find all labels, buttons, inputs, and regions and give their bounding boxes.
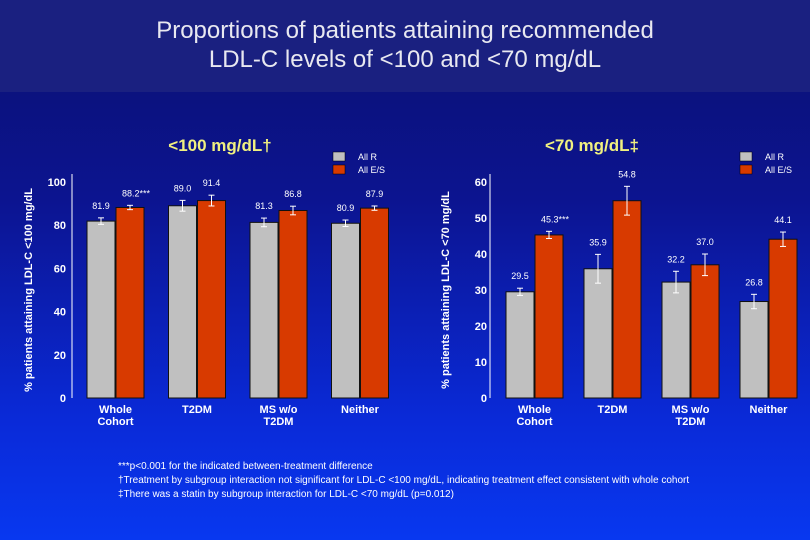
legend-swatch xyxy=(332,151,346,162)
y-tick-label: 60 xyxy=(54,263,66,275)
data-label: 86.8 xyxy=(284,189,302,199)
bar xyxy=(690,264,720,399)
bar xyxy=(115,206,145,399)
legend-swatch xyxy=(739,151,753,162)
category-label: Neither xyxy=(750,404,789,416)
bar xyxy=(86,220,116,399)
y-tick-label: 30 xyxy=(475,285,487,297)
data-label: 91.4 xyxy=(203,178,221,188)
legend-label: All E/S xyxy=(765,165,792,175)
title-line-2: LDL-C levels of <100 and <70 mg/dL xyxy=(208,46,602,73)
data-label: 32.2 xyxy=(667,254,685,264)
data-label: 81.3 xyxy=(255,201,273,211)
data-label: 81.9 xyxy=(92,201,110,211)
title-line-1: Proportions of patients attaining recomm… xyxy=(156,17,654,44)
legend-swatch xyxy=(739,164,753,175)
slide-title: Proportions of patients attaining recomm… xyxy=(0,16,810,74)
footnote-1: ***p<0.001 for the indicated between-tre… xyxy=(118,461,373,472)
bar xyxy=(278,210,308,399)
data-label: 26.8 xyxy=(745,277,763,287)
y-tick-label: 0 xyxy=(481,393,487,405)
chart-title: <100 mg/dL† xyxy=(168,136,271,155)
y-tick-label: 10 xyxy=(475,357,487,369)
legend-swatch xyxy=(332,164,346,175)
category-label: Cohort xyxy=(97,416,133,428)
footnote-2: †Treatment by subgroup interaction not s… xyxy=(118,475,690,486)
bar xyxy=(661,281,691,399)
data-label: 35.9 xyxy=(589,237,607,247)
data-label: 88.2*** xyxy=(122,188,151,198)
footnote-3: ‡There was a statin by subgroup interact… xyxy=(118,489,454,500)
chart-2: <70 mg/dL‡ % patients attaining LDL-C <70… xyxy=(440,136,798,428)
data-label: 54.8 xyxy=(618,169,636,179)
bar xyxy=(249,221,279,399)
y-tick-label: 60 xyxy=(475,177,487,189)
legend-label: All R xyxy=(358,152,378,162)
y-tick-label: 0 xyxy=(60,393,66,405)
bar xyxy=(768,238,798,399)
title-band xyxy=(0,0,810,92)
bar xyxy=(534,234,564,399)
category-label: MS w/o xyxy=(672,404,710,416)
legend-label: All R xyxy=(765,152,785,162)
category-label: T2DM xyxy=(598,404,628,416)
category-label: Whole xyxy=(518,404,551,416)
category-label: T2DM xyxy=(264,416,294,428)
bar xyxy=(197,200,226,399)
y-axis-label: % patients attaining LDL-C <100 mg/dL xyxy=(23,188,35,392)
y-tick-label: 80 xyxy=(54,220,66,232)
y-tick-label: 40 xyxy=(475,249,487,261)
category-label: T2DM xyxy=(676,416,706,428)
legend-label: All E/S xyxy=(358,165,385,175)
y-tick-label: 40 xyxy=(54,307,66,319)
data-label: 45.3*** xyxy=(541,214,570,224)
data-label: 89.0 xyxy=(174,183,192,193)
chart-title: <70 mg/dL‡ xyxy=(545,136,639,155)
bar xyxy=(331,222,360,399)
y-tick-label: 20 xyxy=(475,321,487,333)
data-label: 44.1 xyxy=(774,215,792,225)
y-tick-label: 20 xyxy=(54,350,66,362)
y-tick-label: 100 xyxy=(48,177,66,189)
bar xyxy=(583,268,613,399)
data-label: 80.9 xyxy=(337,203,355,213)
y-tick-label: 50 xyxy=(475,213,487,225)
bar xyxy=(612,200,642,399)
data-label: 29.5 xyxy=(511,271,529,281)
bar xyxy=(168,205,197,399)
bar xyxy=(505,291,535,399)
data-label: 87.9 xyxy=(366,189,384,199)
bar xyxy=(360,207,389,399)
category-label: Cohort xyxy=(516,416,552,428)
category-label: Neither xyxy=(341,404,380,416)
category-label: T2DM xyxy=(182,404,212,416)
category-label: MS w/o xyxy=(260,404,298,416)
chart-1: <100 mg/dL† % patients attaining LDL-C <1… xyxy=(23,136,389,428)
category-label: Whole xyxy=(99,404,132,416)
y-axis-label: % patients attaining LDL-C <70 mg/dL xyxy=(440,191,452,389)
bar xyxy=(739,301,769,399)
data-label: 37.0 xyxy=(696,237,714,247)
